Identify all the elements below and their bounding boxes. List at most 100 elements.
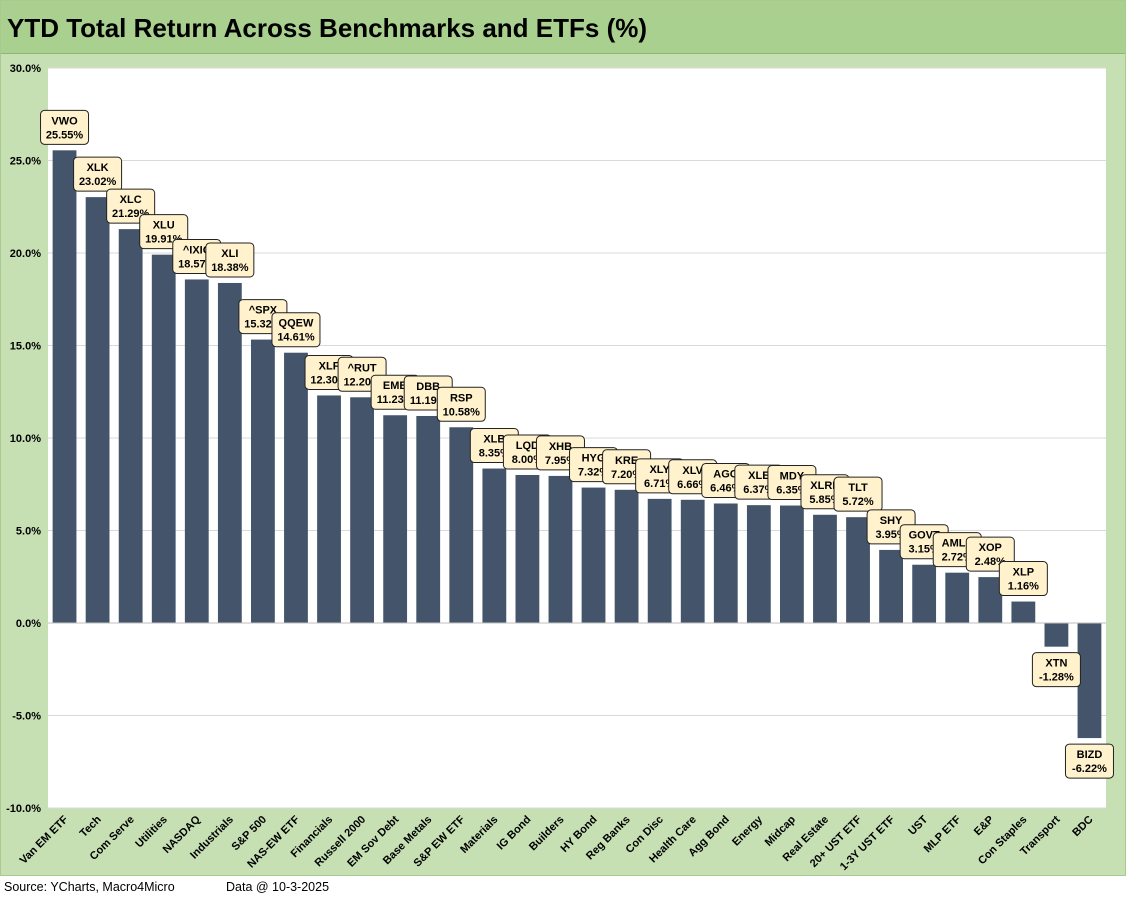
data-date: Data @ 10-3-2025 (226, 880, 330, 894)
data-label: VWO 25.55% (40, 109, 90, 145)
data-label: BIZD -6.22% (1064, 743, 1114, 779)
y-tick-label: 0.0% (16, 618, 41, 630)
ticker-label: XLY (649, 464, 670, 476)
source-note: Source: YCharts, Macro4Micro (4, 880, 175, 894)
ticker-label: RSP (450, 392, 473, 404)
value-label: 5.85% (809, 494, 840, 506)
ticker-label: XOP (979, 542, 1002, 554)
ticker-label: MDY (780, 471, 805, 483)
bar-rsp (449, 427, 474, 623)
data-label: TLT 5.72% (833, 476, 883, 512)
ticker-label: XTN (1045, 658, 1067, 670)
bar-xly (647, 498, 672, 623)
category-label: MLP ETF (922, 813, 964, 855)
data-label: XLK 23.02% (73, 156, 123, 192)
data-label: RSP 10.58% (436, 386, 486, 422)
category-label: BDC (1070, 814, 1095, 839)
ticker-label: XLV (682, 465, 703, 477)
bar-lqd (515, 475, 540, 623)
data-labels: VWO25.55%XLK23.02%XLC21.29%XLU19.91%^IXI… (40, 109, 1114, 779)
bar-agg (713, 503, 738, 623)
data-label: QQEW 14.61% (271, 312, 321, 348)
bar-xlre (813, 514, 837, 623)
bar-ixic (184, 279, 209, 623)
y-tick-label: 10.0% (10, 433, 41, 445)
y-tick-label: 30.0% (10, 63, 41, 75)
ticker-label: XLP (1013, 567, 1034, 579)
data-label-box (1064, 743, 1114, 779)
ticker-label: BIZD (1077, 749, 1103, 761)
value-label: 7.95% (545, 455, 576, 467)
footer: Source: YCharts, Macro4Micro Data @ 10-3-… (4, 880, 329, 894)
ticker-label: XLE (748, 470, 769, 482)
bar-xlf (317, 395, 341, 623)
ticker-label: VWO (51, 115, 78, 127)
category-label: E&P (972, 814, 996, 838)
ticker-label: KRE (615, 455, 638, 467)
category-label: UST (906, 813, 930, 837)
bar-chart: -10.0% -5.0% 0.0% 5.0% 10.0% 15.0% 20.0% 25.0% 3… (6, 63, 1114, 873)
category-label: Energy (730, 813, 765, 848)
value-label: 7.32% (578, 467, 609, 479)
ticker-label: SHY (880, 515, 903, 527)
data-label: XLP 1.16% (998, 561, 1048, 597)
bars (52, 150, 1102, 739)
value-label: 6.71% (644, 478, 675, 490)
bar-vwo (52, 150, 77, 623)
value-label: 2.48% (975, 556, 1006, 568)
value-label: 10.58% (443, 406, 481, 418)
ticker-label: ^RUT (348, 362, 377, 374)
bar-xlv (680, 499, 705, 623)
value-label: -1.28% (1039, 672, 1074, 684)
data-label-box (73, 156, 123, 192)
bar-hyg (581, 487, 606, 623)
value-label: 6.46% (710, 482, 741, 494)
category-label: Van EM ETF (18, 813, 71, 866)
value-label: -6.22% (1072, 763, 1107, 775)
ticker-label: DBB (416, 381, 440, 393)
bar-kre (614, 489, 639, 623)
bar-xlb (482, 468, 507, 623)
ticker-label: XHB (549, 441, 572, 453)
ticker-label: XLU (153, 220, 175, 232)
ticker-label: TLT (848, 482, 868, 494)
value-label: 6.66% (677, 479, 708, 491)
y-tick-label: -5.0% (12, 711, 41, 723)
bar-rut (350, 397, 374, 623)
bar-xli (217, 282, 242, 623)
data-label-box (998, 561, 1048, 597)
data-label: XLI 18.38% (205, 242, 255, 278)
bar-xhb (548, 475, 573, 623)
y-axis: -10.0% -5.0% 0.0% 5.0% 10.0% 15.0% 20.0% 25.0% 3… (6, 63, 41, 815)
value-label: 5.72% (842, 496, 873, 508)
bar-bizd (1077, 623, 1102, 739)
ticker-label: XLI (221, 248, 238, 260)
bar-shy (879, 549, 903, 623)
chart-title: YTD Total Return Across Benchmarks and E… (7, 13, 648, 43)
bar-qqew (284, 352, 308, 623)
value-label: 18.38% (211, 262, 249, 274)
value-label: 3.95% (875, 529, 906, 541)
bar-xlk (85, 197, 110, 623)
ticker-label: AMLP (942, 538, 973, 550)
ticker-label: XLC (120, 194, 142, 206)
ticker-label: ^SPX (249, 305, 278, 317)
bar-xlp (1011, 601, 1036, 623)
bar-amlp (945, 572, 970, 623)
value-label: 6.37% (743, 484, 774, 496)
value-label: 8.00% (512, 454, 543, 466)
bar-xlc (118, 229, 143, 623)
data-label-box (271, 312, 321, 348)
bar-xle (746, 505, 771, 623)
value-label: 25.55% (46, 129, 84, 141)
y-tick-label: -10.0% (6, 803, 41, 815)
value-label: 23.02% (79, 176, 117, 188)
ticker-label: XLK (87, 162, 109, 174)
bar-dbb (416, 415, 441, 623)
ticker-label: XLB (483, 434, 505, 446)
ticker-label: EMB (383, 380, 408, 392)
ticker-label: ^IXIC (183, 244, 211, 256)
category-label: Tech (78, 813, 104, 839)
ticker-label: HYG (582, 453, 606, 465)
